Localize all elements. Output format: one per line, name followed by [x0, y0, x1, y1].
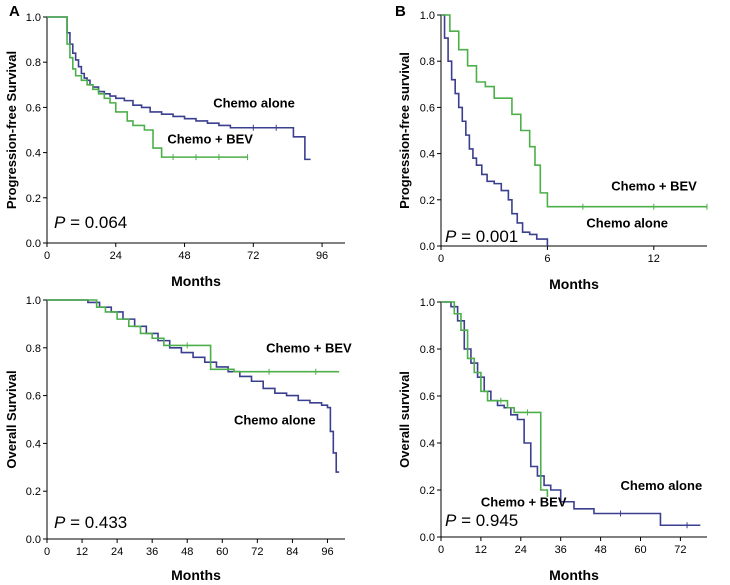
p-value: P = 0.001: [445, 227, 518, 246]
y-tick-label: 0.6: [26, 102, 41, 114]
y-tick-label: 0.0: [420, 532, 435, 544]
y-tick-label: 0.2: [420, 195, 435, 207]
y-tick-label: 0.2: [420, 485, 435, 497]
p-value-number: = 0.064: [65, 213, 127, 232]
series-annotation: Chemo + BEV: [167, 132, 253, 147]
y-tick-label: 0.4: [420, 438, 435, 450]
y-axis-label: Progression-free survival: [397, 52, 412, 209]
y-tick-label: 0.2: [26, 193, 41, 205]
x-tick-label: 36: [555, 544, 567, 556]
series-line-chemo-alone: [441, 301, 701, 527]
y-tick-label: 1.0: [26, 295, 41, 307]
x-tick-label: 12: [475, 544, 487, 556]
y-tick-label: 0.4: [26, 438, 41, 450]
x-tick-label: 72: [247, 250, 259, 262]
chart-panel-B-top: 0 6 12 0.0 0.2 0.4 0.6 0.8 1.0 Months Progression-…: [395, 3, 708, 292]
series-line-chemo-bev: [441, 14, 707, 208]
x-tick-label: 60: [634, 544, 646, 556]
y-tick-label: 1.0: [420, 10, 435, 22]
x-tick-label: 0: [438, 253, 444, 265]
y-tick-label: 0.6: [420, 391, 435, 403]
y-tick-label: 0.6: [26, 391, 41, 403]
y-axis-label: Overall Survival: [4, 370, 19, 468]
series-line-chemo-alone: [47, 299, 340, 473]
series-line-chemo-alone: [441, 14, 549, 246]
x-tick-label: 24: [110, 250, 122, 262]
y-axis-label: Progression-free Survival: [4, 51, 19, 209]
x-tick-label: 0: [438, 544, 444, 556]
x-axis-label: Months: [549, 567, 599, 583]
x-tick-label: 84: [286, 546, 298, 558]
chart-panel-B-bottom: 0 12 24 36 48 60 72 0.0 0.2 0.4 0.6 0.8 1.0 Months Ove…: [397, 297, 707, 583]
series-annotation: Chemo + BEV: [611, 179, 697, 194]
series-annotation: Chemo alone: [213, 95, 295, 110]
y-tick-label: 1.0: [26, 12, 41, 24]
p-value-variable: P: [54, 513, 66, 532]
p-value-variable: P: [445, 227, 457, 246]
series-annotation: Chemo + BEV: [481, 494, 567, 509]
p-value: P = 0.945: [445, 511, 518, 530]
y-tick-label: 0.0: [26, 534, 41, 546]
series-line-chemo-bev: [47, 299, 340, 373]
x-tick-label: 72: [251, 546, 263, 558]
series-annotation: Chemo alone: [586, 216, 668, 231]
y-tick-label: 0.4: [420, 149, 435, 161]
y-tick-label: 0.2: [26, 486, 41, 498]
x-tick-label: 12: [76, 546, 88, 558]
p-value-variable: P: [445, 511, 457, 530]
x-tick-label: 6: [544, 253, 550, 265]
x-tick-label: 96: [316, 250, 328, 262]
y-tick-label: 0.8: [420, 344, 435, 356]
chart-panel-A-bottom: 0 12 24 36 48 60 72 84 96 0.0 0.2 0.4 0.6 0.8 1.0 Month…: [4, 295, 352, 583]
series-annotation: Chemo + BEV: [266, 341, 352, 356]
series-line-chemo-alone: [47, 16, 311, 161]
x-tick-label: 0: [44, 250, 50, 262]
y-tick-label: 0.0: [420, 241, 435, 253]
y-tick-label: 0.0: [26, 238, 41, 250]
series-line-chemo-bev: [441, 301, 549, 498]
y-tick-label: 0.8: [26, 343, 41, 355]
p-value-number: = 0.001: [456, 227, 518, 246]
y-tick-label: 0.4: [26, 148, 41, 160]
panel-label: B: [395, 3, 406, 20]
y-tick-label: 1.0: [420, 297, 435, 309]
x-tick-label: 0: [44, 546, 50, 558]
x-axis-label: Months: [171, 273, 221, 289]
chart-panel-A-top: 0 24 48 72 96 0.0 0.2 0.4 0.6 0.8 1.0 Months Progres…: [4, 3, 345, 289]
p-value-number: = 0.433: [65, 513, 127, 532]
panel-label: A: [9, 3, 20, 20]
series-annotation: Chemo alone: [234, 412, 316, 427]
x-tick-label: 12: [648, 253, 660, 265]
x-tick-label: 36: [146, 546, 158, 558]
series-line-chemo-bev: [47, 16, 248, 158]
y-tick-label: 0.8: [26, 57, 41, 69]
series-annotation: Chemo alone: [621, 478, 703, 493]
y-tick-label: 0.8: [420, 56, 435, 68]
x-tick-label: 48: [178, 250, 190, 262]
p-value: P = 0.064: [54, 213, 127, 232]
x-axis-label: Months: [171, 567, 221, 583]
x-tick-label: 48: [181, 546, 193, 558]
x-axis-label: Months: [549, 276, 599, 292]
p-value: P = 0.433: [54, 513, 127, 532]
x-tick-label: 48: [594, 544, 606, 556]
y-tick-label: 0.6: [420, 102, 435, 114]
y-axis-label: Overall survival: [397, 371, 412, 468]
x-tick-label: 96: [321, 546, 333, 558]
x-tick-label: 24: [515, 544, 527, 556]
x-tick-label: 60: [216, 546, 228, 558]
p-value-variable: P: [54, 213, 66, 232]
x-tick-label: 24: [111, 546, 123, 558]
x-tick-label: 72: [674, 544, 686, 556]
p-value-number: = 0.945: [456, 511, 518, 530]
